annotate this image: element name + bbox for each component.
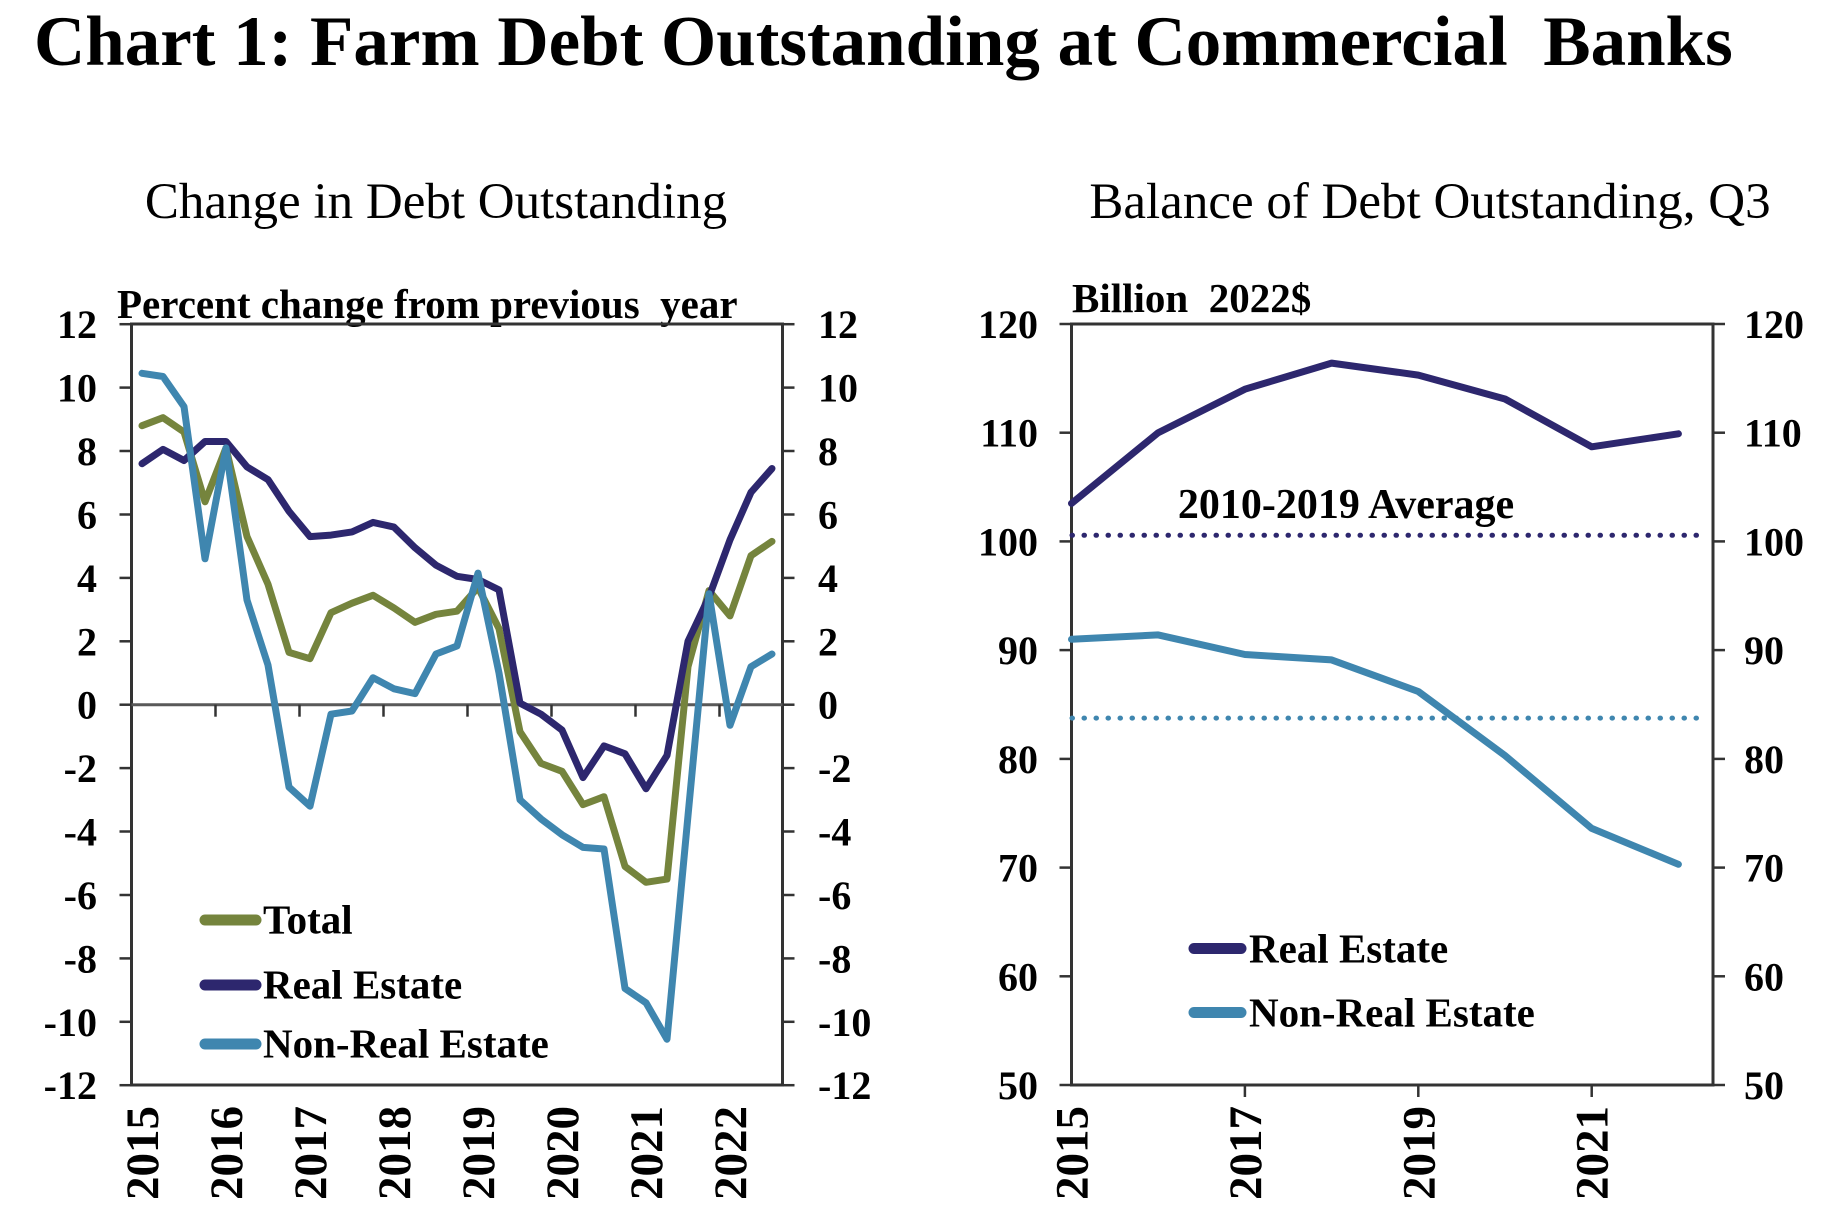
svg-text:Non-Real Estate: Non-Real Estate <box>263 1021 549 1067</box>
svg-text:Real Estate: Real Estate <box>1249 926 1448 972</box>
svg-text:2: 2 <box>77 619 97 664</box>
svg-text:8: 8 <box>77 429 97 474</box>
svg-text:Total: Total <box>263 897 353 943</box>
svg-text:50: 50 <box>998 1063 1038 1108</box>
svg-text:Chart 1: Farm Debt Outstanding: Chart 1: Farm Debt Outstanding at Commer… <box>34 3 1733 81</box>
svg-text:0: 0 <box>818 683 838 728</box>
svg-text:100: 100 <box>1744 519 1804 564</box>
svg-text:0: 0 <box>77 683 97 728</box>
svg-text:Real Estate: Real Estate <box>263 962 462 1008</box>
svg-text:110: 110 <box>1744 411 1802 456</box>
svg-text:Balance of Debt Outstanding, Q: Balance of Debt Outstanding, Q3 <box>1089 174 1770 230</box>
svg-text:-8: -8 <box>818 936 851 981</box>
svg-text:2017: 2017 <box>1220 1106 1272 1200</box>
svg-text:70: 70 <box>998 846 1038 891</box>
svg-text:-10: -10 <box>818 1000 871 1045</box>
svg-text:-8: -8 <box>64 936 97 981</box>
svg-text:70: 70 <box>1744 846 1784 891</box>
svg-text:2019: 2019 <box>453 1106 505 1200</box>
svg-text:2017: 2017 <box>285 1106 337 1200</box>
svg-text:2: 2 <box>818 619 838 664</box>
svg-text:60: 60 <box>998 954 1038 999</box>
svg-text:-4: -4 <box>64 810 97 855</box>
svg-text:2010-2019 Average: 2010-2019 Average <box>1178 482 1514 528</box>
svg-text:80: 80 <box>998 737 1038 782</box>
svg-text:90: 90 <box>998 628 1038 673</box>
svg-text:100: 100 <box>978 519 1038 564</box>
svg-text:90: 90 <box>1744 628 1784 673</box>
svg-text:10: 10 <box>57 366 97 411</box>
svg-text:2018: 2018 <box>369 1106 421 1200</box>
svg-text:2019: 2019 <box>1393 1106 1445 1200</box>
svg-text:2015: 2015 <box>117 1106 169 1200</box>
svg-text:6: 6 <box>77 493 97 538</box>
svg-text:110: 110 <box>980 411 1038 456</box>
svg-text:2015: 2015 <box>1047 1106 1099 1200</box>
svg-text:Non-Real Estate: Non-Real Estate <box>1249 990 1535 1036</box>
svg-text:50: 50 <box>1744 1063 1784 1108</box>
svg-text:2020: 2020 <box>537 1106 589 1200</box>
svg-text:-12: -12 <box>44 1063 97 1108</box>
svg-text:60: 60 <box>1744 954 1784 999</box>
svg-text:2021: 2021 <box>621 1106 673 1200</box>
svg-text:Billion 2022$: Billion 2022$ <box>1072 275 1311 321</box>
svg-text:-6: -6 <box>64 873 97 918</box>
svg-text:2021: 2021 <box>1567 1106 1619 1200</box>
svg-text:4: 4 <box>77 556 97 601</box>
svg-text:2022: 2022 <box>705 1106 757 1200</box>
svg-text:-2: -2 <box>818 746 851 791</box>
svg-text:120: 120 <box>1744 302 1804 347</box>
svg-text:Percent change from previous y: Percent change from previous year <box>117 281 738 327</box>
svg-text:10: 10 <box>818 366 858 411</box>
svg-text:-6: -6 <box>818 873 851 918</box>
svg-text:120: 120 <box>978 302 1038 347</box>
svg-text:2016: 2016 <box>201 1106 253 1200</box>
svg-text:Change in Debt Outstanding: Change in Debt Outstanding <box>145 174 727 230</box>
svg-text:4: 4 <box>818 556 838 601</box>
svg-text:8: 8 <box>818 429 838 474</box>
svg-text:12: 12 <box>57 302 97 347</box>
svg-text:-2: -2 <box>64 746 97 791</box>
svg-text:80: 80 <box>1744 737 1784 782</box>
svg-text:6: 6 <box>818 493 838 538</box>
svg-text:-10: -10 <box>44 1000 97 1045</box>
svg-text:-4: -4 <box>818 810 851 855</box>
svg-text:12: 12 <box>818 302 858 347</box>
svg-text:-12: -12 <box>818 1063 871 1108</box>
